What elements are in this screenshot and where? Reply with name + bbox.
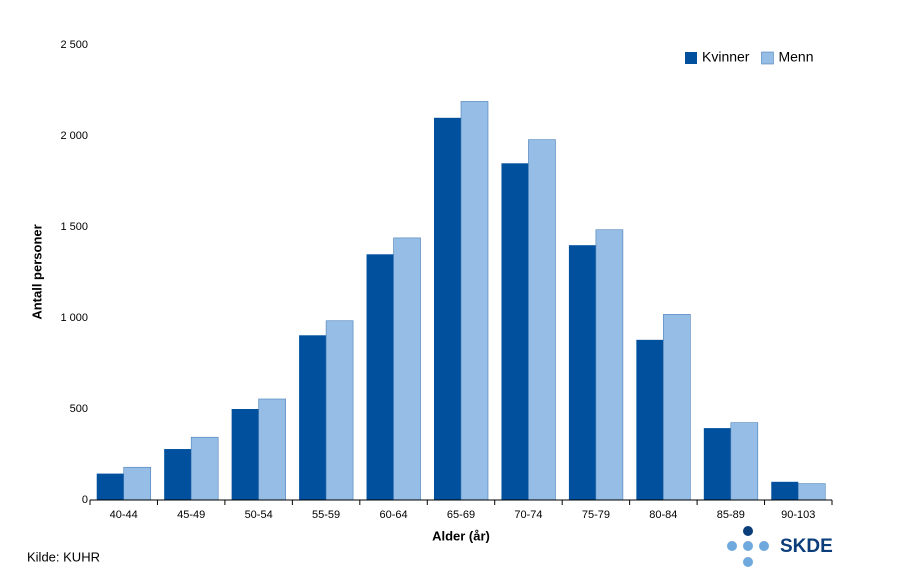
bar xyxy=(366,254,394,500)
legend-label: Menn xyxy=(778,49,813,65)
bar xyxy=(96,473,124,500)
x-tick-label: 75-79 xyxy=(582,509,610,521)
y-tick-label: 1 000 xyxy=(60,312,88,324)
logo: SKDE xyxy=(780,536,833,557)
bar xyxy=(568,245,596,500)
y-axis-title: Antall personer xyxy=(29,224,44,319)
y-tick-label: 2 000 xyxy=(60,130,88,142)
y-tick-label: 2 500 xyxy=(60,39,88,51)
bar xyxy=(595,229,624,501)
bar xyxy=(258,398,286,501)
bar xyxy=(636,339,664,500)
bar xyxy=(703,428,731,500)
bar xyxy=(528,139,556,501)
x-tick-label: 55-59 xyxy=(312,509,340,521)
bar xyxy=(460,101,489,501)
bar xyxy=(164,449,192,500)
bar xyxy=(299,335,327,500)
bar xyxy=(123,466,152,501)
bar xyxy=(730,422,759,501)
x-tick-label: 60-64 xyxy=(379,509,407,521)
y-tick-label: 500 xyxy=(70,403,88,415)
bar xyxy=(501,163,529,501)
bar xyxy=(393,237,421,501)
x-tick-label: 70-74 xyxy=(514,509,542,521)
y-tick-label: 0 xyxy=(82,494,88,506)
x-axis-title: Alder (år) xyxy=(432,528,490,543)
x-tick-label: 80-84 xyxy=(649,509,677,521)
logo-dots xyxy=(727,526,769,567)
x-tick-label: 85-89 xyxy=(717,509,745,521)
x-tick-label: 40-44 xyxy=(110,509,138,521)
bar xyxy=(663,314,691,501)
x-tick-label: 90-103 xyxy=(781,509,815,521)
legend-label: Kvinner xyxy=(702,49,750,65)
bar xyxy=(797,483,826,501)
bar xyxy=(231,409,259,500)
legend-swatch xyxy=(761,51,774,65)
legend-swatch xyxy=(685,52,697,64)
y-tick-label: 1 500 xyxy=(60,221,88,233)
bar xyxy=(325,320,354,501)
source: Kilde: KUHR xyxy=(27,549,100,564)
x-tick-label: 50-54 xyxy=(245,509,273,521)
bar xyxy=(190,436,219,501)
x-tick-label: 65-69 xyxy=(447,509,475,521)
x-tick-label: 45-49 xyxy=(177,509,205,521)
bar xyxy=(771,481,799,500)
bar xyxy=(434,117,461,501)
